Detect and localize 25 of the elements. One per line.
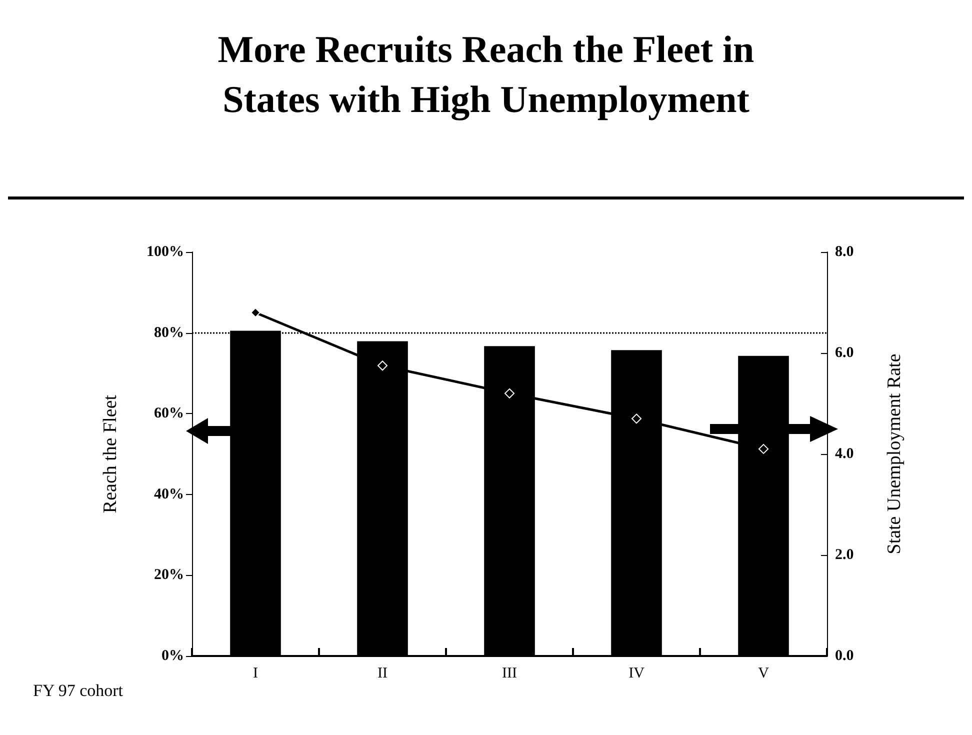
x-tick-label: III <box>502 666 517 682</box>
y-tick-label: 80% <box>154 324 184 341</box>
y2-tick-label: 8.0 <box>835 244 854 260</box>
y2-tick-label: 0.0 <box>835 648 854 664</box>
y-tick-label: 60% <box>154 406 184 422</box>
chart-title: More Recruits Reach the Fleet in States with High Unemployment <box>218 29 754 121</box>
point <box>504 388 514 398</box>
y-tick-label: 0% <box>162 648 184 664</box>
y-tick-label: 40% <box>154 486 184 502</box>
x-axis-title: FY 97 cohort <box>33 681 124 700</box>
x-tick-label: IV <box>628 666 645 682</box>
x-tick-label: V <box>758 666 770 682</box>
y2-tick-label: 2.0 <box>835 547 854 563</box>
x-tick-label: II <box>378 666 388 682</box>
y2-axis-title: State Unemployment Rate <box>884 354 905 554</box>
x-tick-label: I <box>253 666 258 682</box>
y2-tick-label: 6.0 <box>835 345 854 361</box>
y-tick-label: 20% <box>154 567 184 584</box>
point <box>378 360 388 371</box>
y2-tick-label: 4.0 <box>835 446 854 462</box>
point <box>632 414 642 424</box>
point <box>758 444 768 454</box>
y-tick-label: 100% <box>146 244 184 260</box>
y-axis-title: Reach the Fleet <box>100 394 121 514</box>
point <box>250 308 260 318</box>
